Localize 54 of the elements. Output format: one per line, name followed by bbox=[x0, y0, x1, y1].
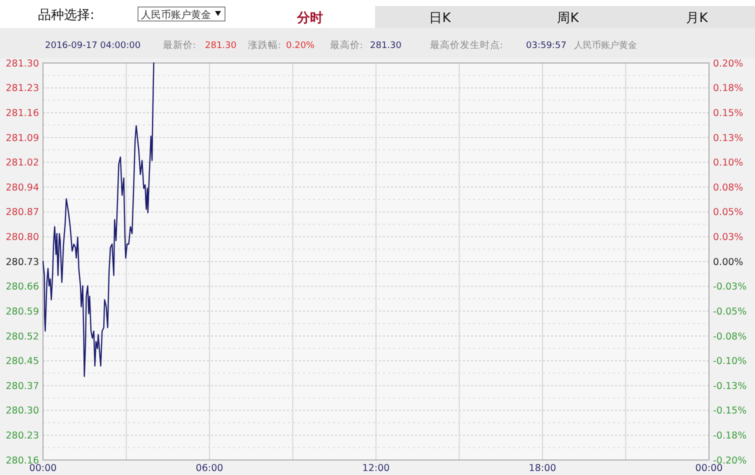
text: 涨跌幅: bbox=[248, 39, 281, 51]
y-tick-label: 280.73 bbox=[6, 256, 39, 268]
text: 周K bbox=[557, 11, 580, 26]
y-tick-label: 281.02 bbox=[6, 158, 39, 169]
y-tick-label: 281.09 bbox=[6, 132, 39, 144]
y2-tick-label: -0.08% bbox=[713, 331, 747, 342]
line-series bbox=[42, 62, 154, 378]
text: 0.20% bbox=[286, 41, 316, 51]
x-tick-label: 12:00 bbox=[362, 463, 390, 474]
text: 日K bbox=[429, 11, 452, 26]
y-tick-label: 280.23 bbox=[6, 430, 39, 442]
y-tick-label: 280.30 bbox=[6, 406, 39, 417]
text: 最新价: bbox=[163, 39, 196, 51]
text: 品种选择: bbox=[38, 8, 94, 23]
text: 人民币账户黄金 bbox=[574, 40, 637, 51]
y-tick-label: 281.30 bbox=[6, 58, 39, 70]
y2-tick-label: 0.18% bbox=[713, 83, 744, 94]
y-tick-label: 281.23 bbox=[6, 83, 39, 94]
text: 分时 bbox=[296, 11, 323, 26]
y-tick-label: 280.80 bbox=[6, 232, 39, 244]
y2-tick-label: 0.20% bbox=[713, 58, 744, 70]
y2-tick-label: -0.10% bbox=[713, 356, 747, 368]
y2-tick-label: -0.13% bbox=[713, 380, 747, 392]
text: 2016-09-17 04:00:00 bbox=[45, 41, 141, 51]
y-tick-label: 280.52 bbox=[6, 331, 39, 342]
text: 最高价: bbox=[330, 39, 363, 51]
x-tick-label: 18:00 bbox=[528, 463, 556, 474]
x-tick-label: 00:00 bbox=[29, 463, 57, 474]
y2-tick-label: 0.15% bbox=[713, 108, 744, 119]
y-tick-label: 280.37 bbox=[6, 380, 39, 392]
y-tick-label: 280.94 bbox=[6, 182, 39, 194]
text: 最高价发生时点: bbox=[430, 39, 503, 51]
text: 03:59:57 bbox=[526, 41, 566, 51]
x-tick-label: 06:00 bbox=[196, 463, 224, 474]
x-tick-label: 00:00 bbox=[695, 463, 723, 474]
y2-tick-label: 0.03% bbox=[713, 232, 744, 244]
y-tick-label: 280.59 bbox=[6, 306, 39, 318]
y2-tick-label: 0.08% bbox=[713, 182, 744, 194]
y2-tick-label: 0.00% bbox=[713, 256, 744, 268]
y-tick-label: 280.66 bbox=[6, 282, 39, 293]
text: 人民币账户黄金 bbox=[141, 9, 211, 21]
y2-tick-label: 0.10% bbox=[713, 158, 744, 169]
y-tick-label: 280.87 bbox=[6, 207, 39, 218]
text: 281.30 bbox=[370, 41, 402, 51]
y2-tick-label: -0.05% bbox=[713, 306, 747, 318]
y2-tick-label: -0.03% bbox=[713, 282, 747, 293]
y-tick-label: 281.16 bbox=[6, 108, 39, 119]
text: 281.30 bbox=[205, 41, 237, 51]
y-tick-label: 280.45 bbox=[6, 356, 39, 368]
y2-tick-label: -0.15% bbox=[713, 406, 747, 417]
y2-tick-label: 0.05% bbox=[713, 207, 744, 218]
y2-tick-label: -0.18% bbox=[713, 430, 747, 442]
y2-tick-label: 0.13% bbox=[713, 132, 744, 144]
text: 月K bbox=[686, 11, 708, 26]
